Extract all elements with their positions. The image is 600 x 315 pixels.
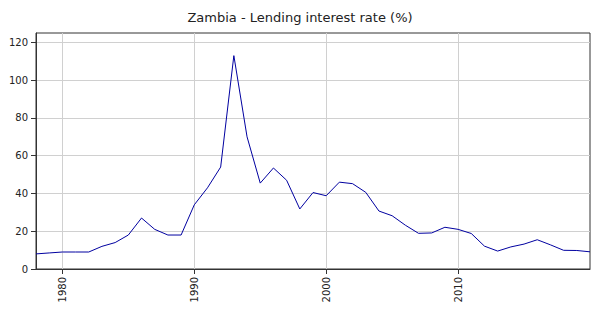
svg-text:Zambia - Lending interest rate: Zambia - Lending interest rate (%) [187, 10, 412, 25]
svg-text:80: 80 [15, 112, 28, 123]
svg-text:0: 0 [22, 264, 28, 275]
svg-text:2010: 2010 [453, 277, 464, 302]
svg-text:1990: 1990 [189, 277, 200, 302]
svg-text:40: 40 [15, 188, 28, 199]
svg-text:1980: 1980 [57, 277, 68, 302]
svg-text:120: 120 [9, 37, 28, 48]
svg-text:60: 60 [15, 150, 28, 161]
svg-text:20: 20 [15, 226, 28, 237]
svg-text:2000: 2000 [321, 277, 332, 302]
svg-text:100: 100 [9, 75, 28, 86]
